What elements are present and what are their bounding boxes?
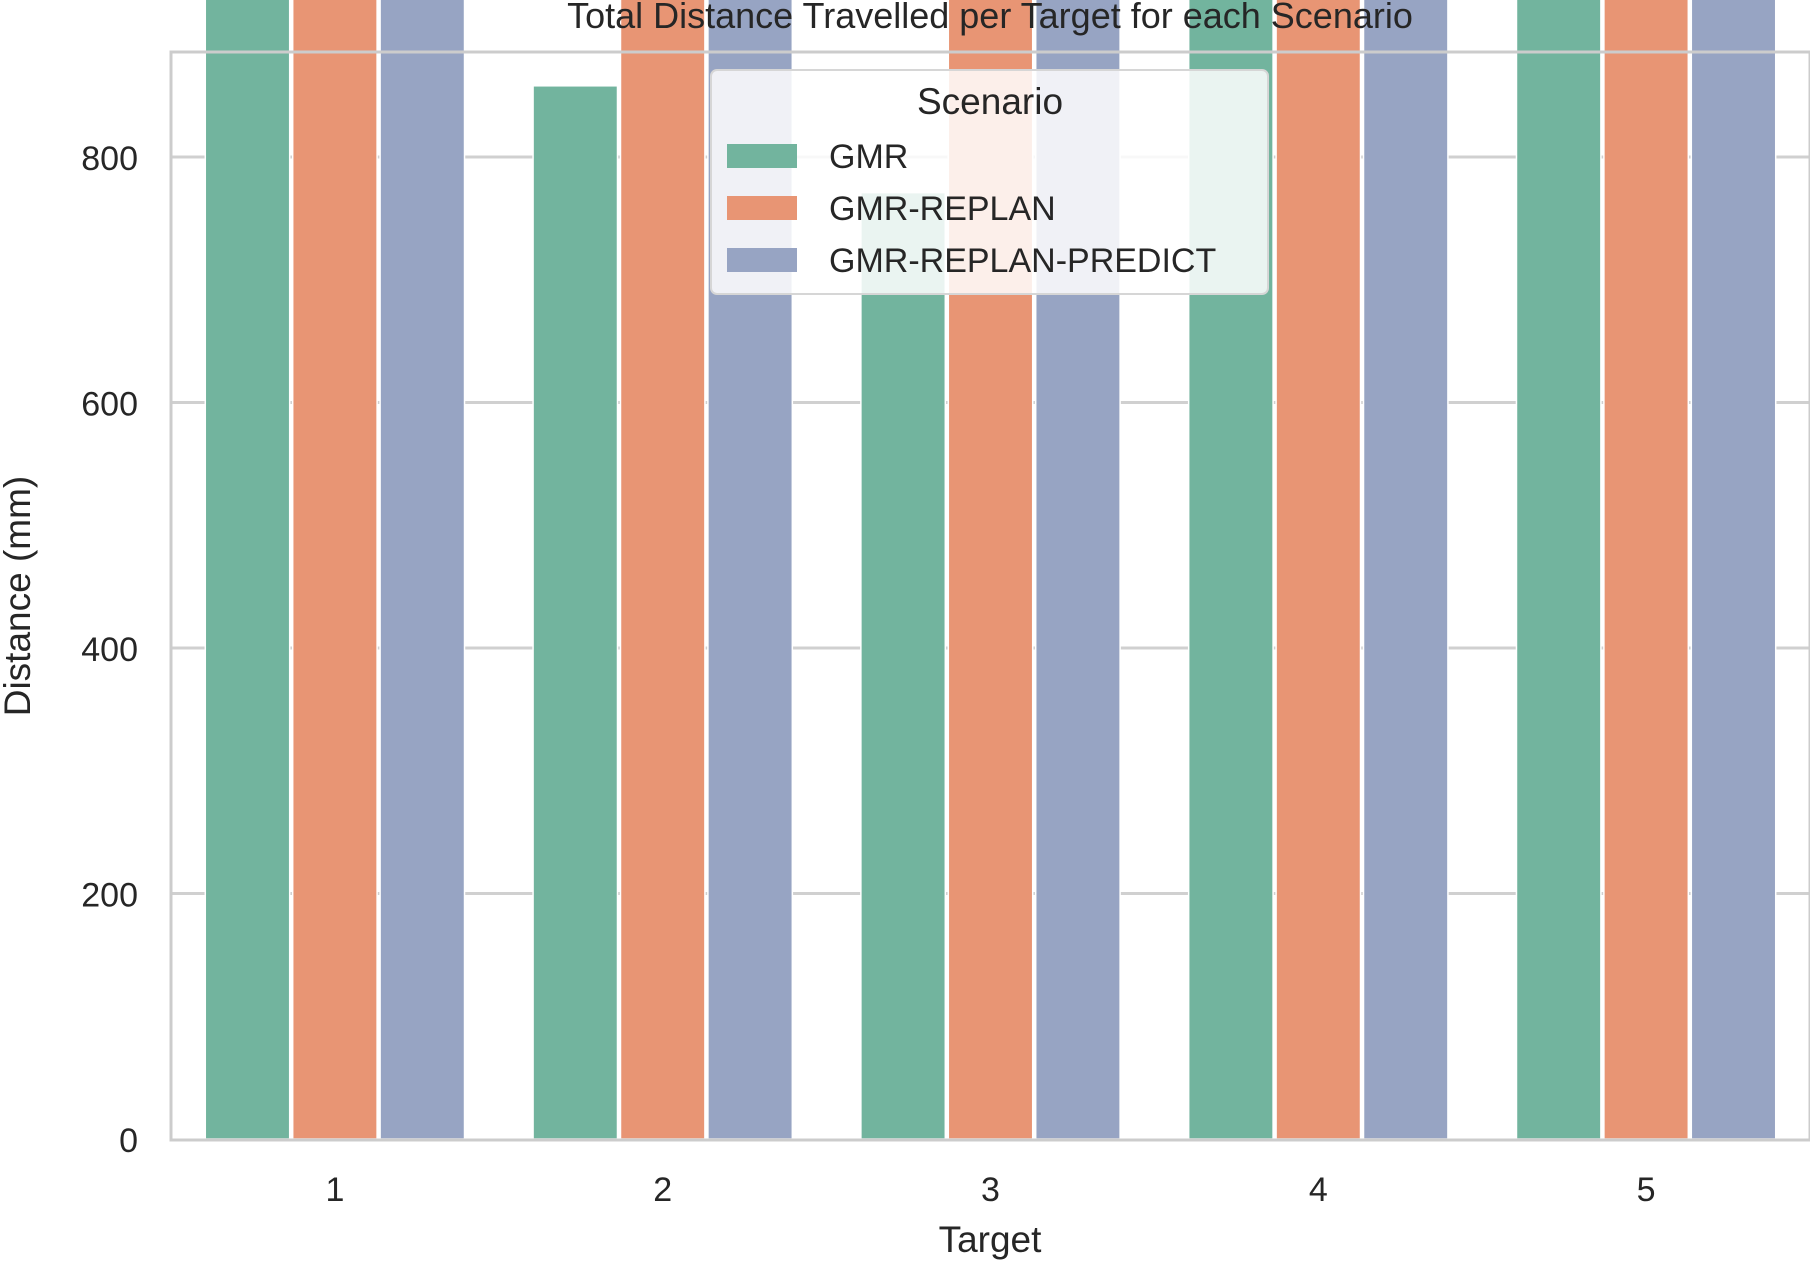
y-tick-label: 400 — [81, 631, 138, 669]
y-tick-label: 600 — [81, 386, 138, 424]
y-tick-label: 0 — [119, 1122, 138, 1160]
bar-gmr-replan-target-2 — [619, 0, 706, 1140]
bar-gmr-target-3 — [860, 191, 947, 1140]
bar-gmr-replan-target-5 — [1603, 0, 1690, 1140]
x-tick-label: 1 — [325, 1171, 344, 1209]
bar-gmr-replan-predict-target-1 — [379, 0, 466, 1140]
bar-gmr-target-2 — [532, 85, 619, 1140]
legend-swatch — [727, 144, 797, 168]
bar-gmr-replan-predict-target-4 — [1362, 0, 1449, 1140]
bar-gmr-replan-predict-target-5 — [1690, 0, 1777, 1140]
bar-gmr-replan-target-1 — [291, 0, 378, 1140]
legend-swatch — [727, 248, 797, 272]
legend-title: Scenario — [917, 81, 1063, 122]
legend-entries: GMR GMR-REPLAN GMR-REPLAN-PREDICT — [727, 138, 1216, 280]
legend-swatch — [727, 196, 797, 220]
y-tick-label: 200 — [81, 877, 138, 915]
x-tick-label: 3 — [981, 1171, 1000, 1209]
plot-frame — [169, 50, 1810, 1142]
y-tick-labels: 02004006008001000120014001600 — [81, 140, 138, 1160]
legend-label: GMR-REPLAN-PREDICT — [829, 242, 1216, 280]
bar-gmr-target-1 — [204, 0, 291, 1140]
x-tick-label: 2 — [653, 1171, 672, 1209]
x-tick-labels: 1 2 3 4 5 — [325, 1171, 1655, 1209]
legend-box — [710, 69, 1269, 295]
bar-gmr-target-5 — [1515, 0, 1602, 1140]
legend: Scenario GMR GMR-REPLAN GMR-REPLAN-PREDICT — [710, 69, 1269, 295]
legend-label: GMR-REPLAN — [829, 190, 1056, 228]
bar-gmr-replan-target-4 — [1275, 0, 1362, 1140]
y-axis-label: Distance (mm) — [0, 476, 38, 717]
bars-layer — [204, 0, 1777, 1140]
legend-label: GMR — [829, 138, 908, 176]
x-axis-label: Target — [939, 1219, 1043, 1260]
x-tick-label: 4 — [1309, 1171, 1328, 1209]
x-tick-label: 5 — [1637, 1171, 1656, 1209]
y-tick-label: 800 — [81, 140, 138, 178]
chart-title: Total Distance Travelled per Target for … — [567, 0, 1413, 36]
